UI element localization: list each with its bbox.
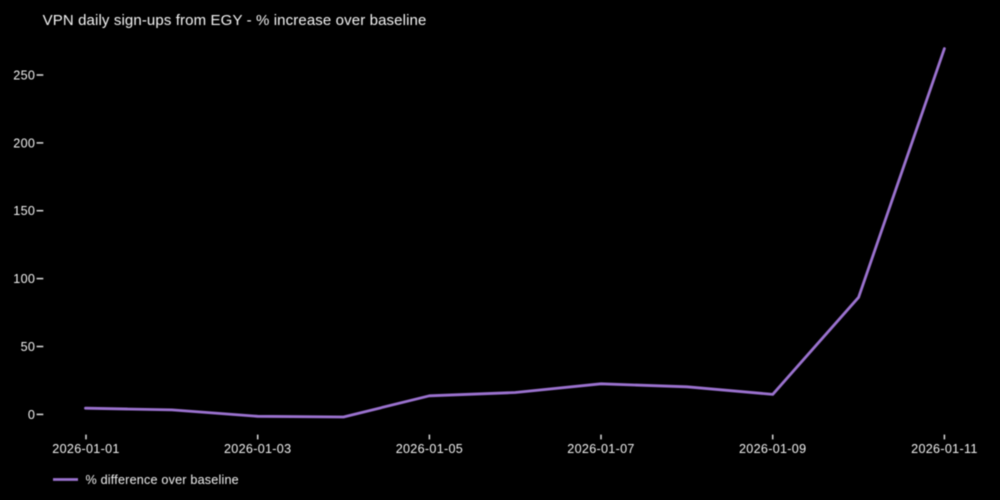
svg-text:% difference over baseline: % difference over baseline <box>86 473 239 487</box>
svg-text:2026-01-07: 2026-01-07 <box>567 442 634 456</box>
svg-text:50: 50 <box>21 340 36 354</box>
svg-text:VPN daily sign-ups from EGY -: VPN daily sign-ups from EGY - % increase… <box>43 12 427 29</box>
svg-text:100: 100 <box>13 272 35 286</box>
svg-text:2026-01-11: 2026-01-11 <box>911 442 978 456</box>
svg-text:2026-01-09: 2026-01-09 <box>739 442 806 456</box>
svg-text:150: 150 <box>13 204 35 218</box>
svg-text:2026-01-01: 2026-01-01 <box>52 442 119 456</box>
svg-text:2026-01-03: 2026-01-03 <box>224 442 291 456</box>
svg-text:200: 200 <box>13 136 35 150</box>
svg-text:2026-01-05: 2026-01-05 <box>396 442 463 456</box>
svg-text:0: 0 <box>28 408 35 422</box>
svg-text:250: 250 <box>13 68 35 82</box>
